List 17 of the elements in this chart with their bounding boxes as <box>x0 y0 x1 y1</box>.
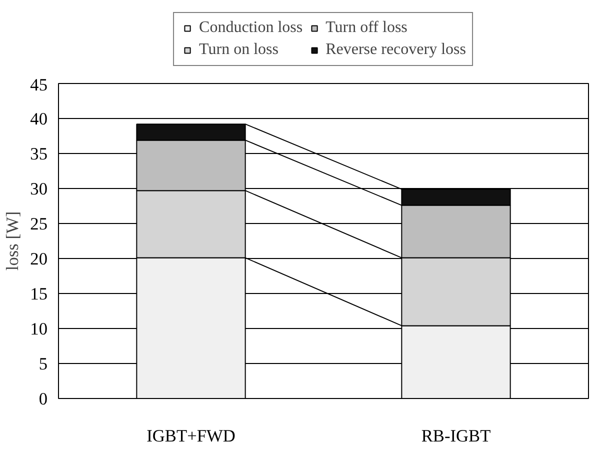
x-tick-label: RB-IGBT <box>421 426 492 446</box>
y-tick-label: 20 <box>30 250 48 268</box>
legend-label: Conduction loss <box>199 19 303 37</box>
y-tick-label: 10 <box>30 320 48 338</box>
legend-label: Turn off loss <box>326 19 408 37</box>
y-tick-label: 5 <box>38 354 48 374</box>
y-tick-label: 0 <box>38 390 48 408</box>
y-tick-label: 35 <box>30 144 48 164</box>
y-tick-label: 45 <box>30 76 48 94</box>
y-tick-label: 30 <box>30 180 48 198</box>
y-tick-label: 15 <box>30 284 48 304</box>
y-tick-label: 25 <box>30 214 48 234</box>
x-tick-label: IGBT+FWD <box>146 426 236 446</box>
y-tick-label: 40 <box>30 110 48 128</box>
legend-label: Reverse recovery loss <box>326 41 466 59</box>
y-axis-title: loss [W] <box>3 211 22 271</box>
legend-label: Turn on loss <box>199 41 278 59</box>
